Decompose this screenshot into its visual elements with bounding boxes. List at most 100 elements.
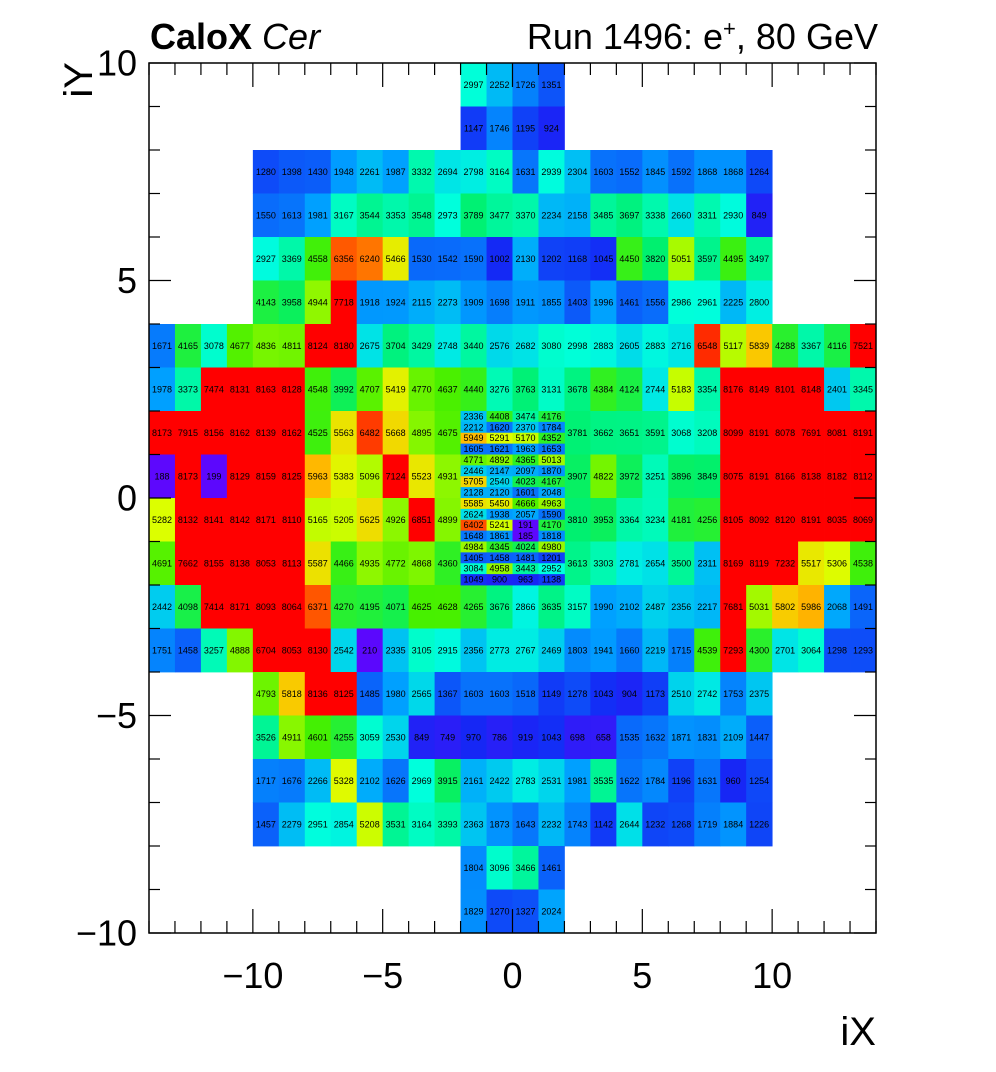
heatmap-cell	[850, 411, 877, 455]
heatmap-cell	[512, 150, 539, 194]
cell-value-label: 4384	[593, 384, 613, 394]
cell-value-label: 2675	[360, 341, 380, 351]
cell-value-label: 1601	[515, 488, 535, 498]
heatmap-cell	[668, 759, 695, 803]
heatmap-cell	[512, 541, 539, 553]
heatmap-cell	[538, 574, 565, 586]
experiment-title: CaloX Cer	[150, 16, 320, 58]
heatmap-cell	[252, 802, 280, 847]
cell-value-label: 1458	[490, 553, 510, 563]
cell-value-label: 8112	[853, 471, 872, 481]
heatmap-cell	[252, 367, 280, 412]
heatmap-cell	[486, 454, 513, 466]
cell-value-label: 2422	[490, 776, 510, 786]
heatmap-cell	[356, 759, 384, 803]
cell-value-label: 1653	[541, 444, 561, 454]
heatmap-cell	[460, 280, 487, 325]
cell-value-label: 8093	[256, 602, 276, 612]
cell-value-label: 1603	[593, 167, 613, 177]
heatmap-cell	[512, 106, 539, 151]
heatmap-cell	[252, 672, 280, 716]
heatmap-cell	[174, 541, 202, 586]
cell-value-label: 1613	[282, 210, 302, 220]
cell-value-label: 4256	[697, 515, 717, 525]
cell-value-label: 2951	[308, 819, 328, 829]
heatmap-cell	[720, 628, 747, 673]
cell-value-label: 2212	[464, 422, 484, 432]
heatmap-cell	[824, 411, 851, 455]
heatmap-cell	[772, 367, 799, 412]
heatmap-cell	[486, 443, 513, 455]
cell-value-label: 2744	[645, 384, 665, 394]
heatmap-cell	[564, 237, 591, 281]
cell-value-label: 2866	[515, 602, 535, 612]
cell-value-label: 4181	[671, 515, 691, 525]
cell-value-label: 4098	[178, 602, 198, 612]
heatmap-cell	[616, 541, 643, 586]
heatmap-cell	[200, 324, 228, 368]
cell-value-label: 1621	[490, 444, 510, 454]
tick-label: 10	[97, 43, 137, 84]
heatmap-cell	[642, 411, 669, 455]
cell-value-label: 3591	[645, 428, 665, 438]
heatmap-cell	[772, 585, 799, 629]
axis-tick-labels: −10 −5 0 5 10 −10 −5 0 5 10	[76, 43, 792, 997]
cell-value-label: 1147	[464, 123, 483, 133]
heatmap-cell	[356, 237, 384, 281]
heatmap-cell	[460, 519, 487, 532]
cell-value-label: 4677	[230, 341, 250, 351]
cell-value-label: 5419	[386, 384, 406, 394]
cell-value-label: 2147	[490, 466, 510, 476]
cell-value-label: 3234	[645, 515, 665, 525]
heatmap-cell	[590, 541, 617, 586]
cell-value-label: 1605	[464, 444, 484, 454]
cell-value-label: 3080	[541, 341, 561, 351]
cell-value-label: 8191	[749, 428, 769, 438]
cell-value-label: 188	[154, 471, 169, 481]
cell-value-label: 2973	[438, 210, 458, 220]
cell-value-label: 1458	[178, 645, 198, 655]
cell-value-label: 6548	[697, 341, 717, 351]
heatmap-cell	[590, 498, 617, 542]
heatmap-cell	[200, 367, 228, 412]
heatmap-cell	[798, 628, 825, 673]
heatmap-cell	[642, 324, 669, 368]
cell-value-label: 4124	[619, 384, 639, 394]
cell-value-label: 2356	[464, 645, 484, 655]
cell-value-label: 3500	[671, 558, 691, 568]
heatmap-cell	[746, 541, 773, 586]
heatmap-cell	[486, 530, 513, 542]
heatmap-cell	[226, 628, 254, 673]
heatmap-cell	[720, 454, 747, 499]
heatmap-cell	[460, 541, 487, 553]
cell-value-label: 2311	[698, 558, 717, 568]
cell-value-label: 8139	[256, 428, 276, 438]
heatmap-cell	[616, 324, 643, 368]
cell-value-label: 7662	[178, 558, 198, 568]
heatmap-cell	[252, 280, 280, 325]
cell-value-label: 185	[518, 531, 533, 541]
cell-value-label: 1632	[645, 732, 665, 742]
heatmap-cell	[538, 530, 565, 542]
heatmap-cell	[590, 759, 617, 803]
heatmap-cell	[720, 411, 747, 455]
heatmap-cell	[460, 530, 487, 542]
heatmap-cell	[252, 498, 280, 542]
tick-label: −5	[362, 955, 403, 996]
tick-label: −5	[96, 695, 137, 736]
cell-value-label: 3059	[360, 732, 380, 742]
cell-value-label: 191	[518, 520, 533, 530]
heatmap-cell	[408, 498, 436, 542]
heatmap-cell	[408, 628, 436, 673]
cell-value-label: 8064	[282, 602, 302, 612]
heatmap-cell	[382, 324, 410, 368]
heatmap-cell	[512, 237, 539, 281]
cell-value-label: 2781	[619, 558, 639, 568]
cell-value-label: 4793	[256, 689, 276, 699]
heatmap-cell	[824, 585, 851, 629]
heatmap-cell	[149, 324, 176, 368]
run-label: Run 1496: e	[526, 16, 724, 57]
heatmap-cell	[746, 715, 773, 760]
cell-value-label: 199	[206, 471, 221, 481]
cell-value-label: 2161	[464, 776, 484, 786]
